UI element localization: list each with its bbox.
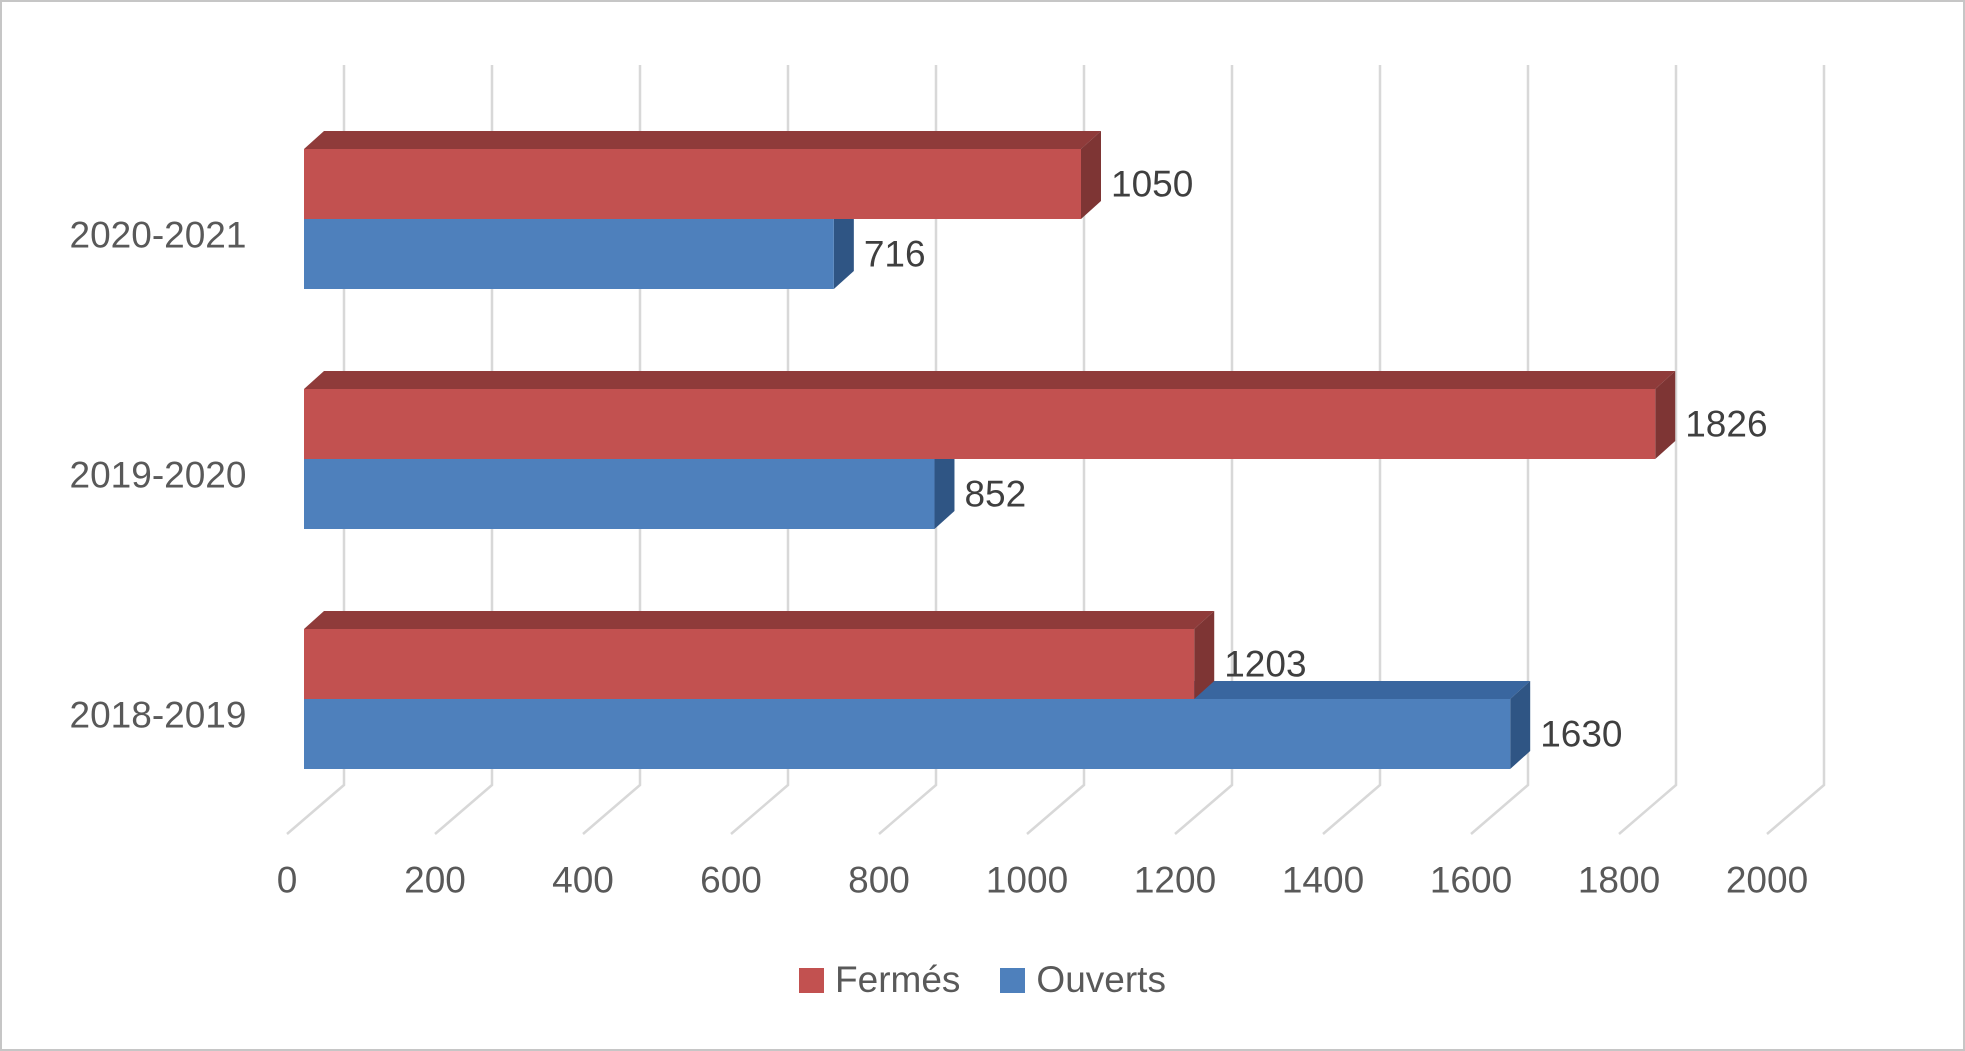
legend-label-ouverts: Ouverts: [1036, 959, 1166, 1000]
value-label-ouverts-2020-2021: 716: [864, 234, 926, 275]
bar-ouverts-2019-2020-side: [934, 441, 955, 529]
x-tick-label-1600: 1600: [1430, 860, 1512, 901]
chart-legend: Fermés Ouverts: [2, 959, 1963, 1001]
legend-label-fermes: Fermés: [835, 959, 961, 1000]
bar-ouverts-2018-2019-side: [1510, 681, 1531, 769]
gridline-2000: [1766, 65, 1826, 835]
gridline-400: [582, 65, 642, 835]
x-tick-label-200: 200: [404, 860, 466, 901]
x-tick-label-400: 400: [552, 860, 614, 901]
x-tick-label-2000: 2000: [1726, 860, 1808, 901]
bar-fermes-2020-2021-side: [1081, 131, 1101, 219]
gridline-1800: [1618, 65, 1678, 835]
bar-fermes-2019-2020-top: [304, 371, 1676, 389]
bar-ouverts-2019-2020-front: [304, 459, 935, 529]
x-tick-label-800: 800: [848, 860, 910, 901]
bar-ouverts-2020-2021-side: [833, 201, 854, 289]
gridline-1600: [1470, 65, 1530, 835]
legend-item-fermes: Fermés: [799, 959, 961, 1001]
bar-fermes-2018-2019-front: [304, 629, 1195, 699]
gridline-800: [878, 65, 938, 835]
gridline-1200: [1174, 65, 1234, 835]
legend-item-ouverts: Ouverts: [1000, 959, 1166, 1001]
value-label-fermes-2019-2020: 1826: [1685, 404, 1767, 445]
bar-fermes-2019-2020-front: [304, 389, 1656, 459]
legend-swatch-ouverts-icon: [1000, 967, 1026, 993]
x-tick-label-0: 0: [277, 860, 298, 901]
value-label-ouverts-2018-2019: 1630: [1540, 714, 1622, 755]
x-tick-label-1200: 1200: [1134, 860, 1216, 901]
category-label-2019-2020: 2019-2020: [70, 455, 247, 496]
bar-fermes-2020-2021-top: [304, 131, 1101, 149]
gridline-1000: [1026, 65, 1086, 835]
value-label-ouverts-2019-2020: 852: [964, 474, 1026, 515]
bar-ouverts-2020-2021-front: [304, 219, 834, 289]
value-label-fermes-2020-2021: 1050: [1111, 164, 1193, 205]
x-tick-label-1800: 1800: [1578, 860, 1660, 901]
bar-fermes-2018-2019-side: [1194, 611, 1215, 699]
bar-ouverts-2018-2019-front: [304, 699, 1511, 769]
gridline-1400: [1322, 65, 1382, 835]
bar-fermes-2019-2020-side: [1655, 371, 1676, 459]
bar-fermes-2020-2021-front: [304, 149, 1081, 219]
category-label-2018-2019: 2018-2019: [70, 695, 247, 736]
bar-fermes-2018-2019-top: [304, 611, 1215, 629]
category-label-2020-2021: 2020-2021: [70, 215, 247, 256]
gridline-600: [730, 65, 790, 835]
x-tick-label-1000: 1000: [986, 860, 1068, 901]
value-label-fermes-2018-2019: 1203: [1224, 644, 1306, 685]
gridline-0: [286, 65, 346, 835]
gridline-200: [434, 65, 494, 835]
legend-swatch-fermes-icon: [799, 967, 825, 993]
x-tick-label-600: 600: [700, 860, 762, 901]
x-tick-label-1400: 1400: [1282, 860, 1364, 901]
